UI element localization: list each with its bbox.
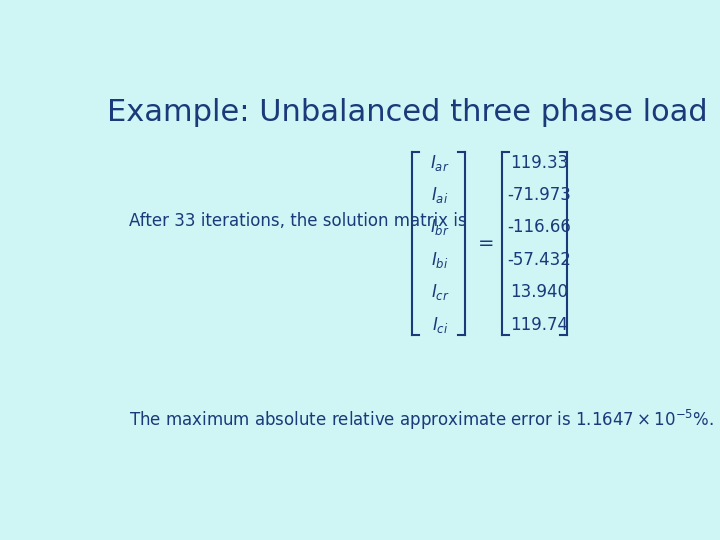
Text: $I_{ai}$: $I_{ai}$ <box>431 185 449 205</box>
Text: -71.973: -71.973 <box>508 186 571 204</box>
Text: 119.33: 119.33 <box>510 153 568 172</box>
Text: =: = <box>478 234 495 253</box>
Text: Example: Unbalanced three phase load: Example: Unbalanced three phase load <box>107 98 707 127</box>
Text: 13.940: 13.940 <box>510 284 568 301</box>
Text: $I_{ar}$: $I_{ar}$ <box>430 152 449 172</box>
Text: $I_{cr}$: $I_{cr}$ <box>431 282 449 302</box>
Text: $I_{bi}$: $I_{bi}$ <box>431 250 449 270</box>
Text: -116.66: -116.66 <box>508 218 571 237</box>
Text: $I_{br}$: $I_{br}$ <box>430 218 450 238</box>
Text: After 33 iterations, the solution matrix is: After 33 iterations, the solution matrix… <box>129 212 467 230</box>
Text: -57.432: -57.432 <box>508 251 571 269</box>
Text: $I_{ci}$: $I_{ci}$ <box>431 315 448 335</box>
Text: 119.74: 119.74 <box>510 316 568 334</box>
Text: The maximum absolute relative approximate error is $1.1647\times10^{-5}$%.: The maximum absolute relative approximat… <box>129 408 714 432</box>
